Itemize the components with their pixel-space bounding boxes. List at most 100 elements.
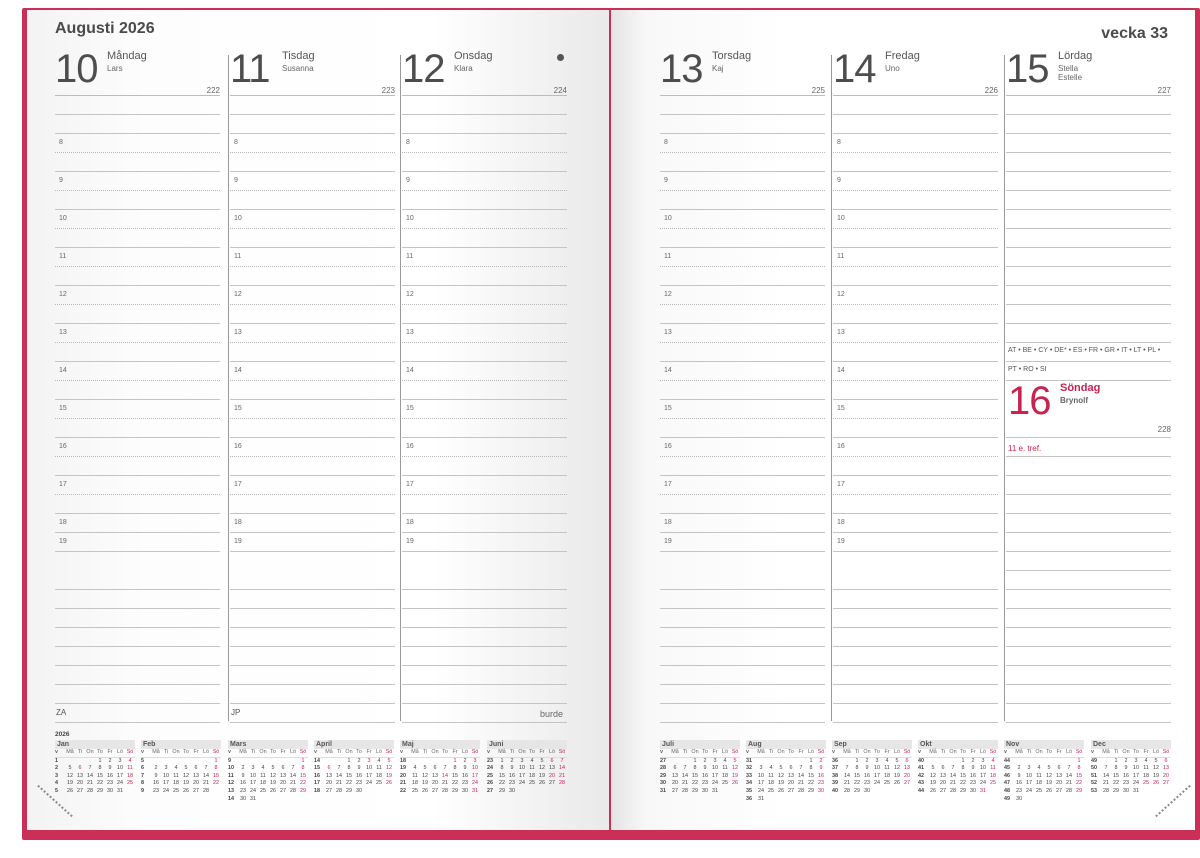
mini-day: 3 bbox=[251, 765, 255, 772]
mini-month: Jan v Må Ti On To Fr Lö Sö 1 1 2 3 4 2 5 6 7 8 9 10 11 3 12 13 14… bbox=[55, 740, 135, 796]
mini-week-row: 52 21 22 23 24 25 26 27 bbox=[1091, 780, 1171, 788]
holiday-countries: AT • BE • CY • DE* • ES • FR • GR • IT •… bbox=[1008, 347, 1161, 354]
weekday-abbrev: Fr bbox=[970, 749, 976, 755]
mini-day: 21 bbox=[87, 780, 93, 787]
week-number: 18 bbox=[314, 787, 320, 794]
ruled-line bbox=[402, 323, 567, 324]
mini-day: 17 bbox=[472, 772, 478, 779]
hour-label: 18 bbox=[234, 519, 242, 526]
mini-day: 11 bbox=[529, 765, 535, 772]
week-number: 2 bbox=[55, 765, 58, 772]
hour-label: 11 bbox=[837, 253, 845, 260]
mini-day: 9 bbox=[1124, 765, 1128, 772]
weekday-abbrev: v bbox=[1091, 749, 1094, 755]
mini-day: 5 bbox=[184, 765, 188, 772]
mini-day: 11 bbox=[376, 765, 382, 772]
mini-week-row: 33 10 11 12 13 14 15 16 bbox=[746, 773, 826, 781]
mini-day: 13 bbox=[280, 772, 286, 779]
week-number: 49 bbox=[1091, 757, 1097, 764]
mini-week-row: 27 1 2 3 4 5 bbox=[660, 758, 740, 766]
mini-day: 23 bbox=[240, 787, 246, 794]
mini-day bbox=[151, 758, 161, 766]
week-number: 48 bbox=[1004, 787, 1010, 794]
timezone-label: JP bbox=[231, 708, 241, 717]
mini-day: 25 bbox=[990, 780, 996, 787]
ruled-line bbox=[402, 95, 567, 96]
ruled-line bbox=[833, 513, 998, 514]
mini-day: 21 bbox=[1103, 780, 1109, 787]
mini-day: 1 bbox=[98, 757, 102, 764]
mini-week-row: 19 4 5 6 7 8 9 10 bbox=[400, 765, 480, 773]
mini-day bbox=[1161, 788, 1171, 796]
weekday-abbrev: v bbox=[1004, 749, 1007, 755]
mini-day bbox=[842, 758, 852, 766]
mini-day: 4 bbox=[769, 765, 773, 772]
mini-day: 23 bbox=[818, 780, 824, 787]
hour-label: 11 bbox=[664, 253, 672, 260]
weekday-abbrev: Lö bbox=[894, 749, 900, 755]
day-of-year: 224 bbox=[553, 86, 567, 95]
mini-day: 2 bbox=[241, 765, 245, 772]
mini-month-name: Mars bbox=[228, 740, 308, 749]
ruled-line bbox=[55, 703, 220, 704]
ruled-line bbox=[402, 494, 567, 495]
mini-day: 22 bbox=[499, 780, 505, 787]
mini-day: 27 bbox=[940, 787, 946, 794]
mini-day: 2 bbox=[108, 757, 112, 764]
ruled-line bbox=[833, 494, 998, 495]
mini-day bbox=[1024, 796, 1034, 804]
mini-day: 11 bbox=[884, 765, 890, 772]
mini-day: 24 bbox=[519, 780, 525, 787]
day-number: 12 bbox=[402, 47, 445, 91]
mini-day: 16 bbox=[509, 772, 515, 779]
hour-label: 13 bbox=[234, 329, 242, 336]
week-number: 27 bbox=[487, 787, 493, 794]
day-number: 11 bbox=[230, 47, 271, 91]
mini-week-row: 44 1 bbox=[1004, 758, 1084, 766]
mini-day bbox=[258, 758, 268, 766]
ruled-line bbox=[660, 304, 825, 305]
mini-day: 5 bbox=[931, 765, 935, 772]
ruled-line bbox=[55, 665, 220, 666]
mini-day: 2 bbox=[463, 757, 467, 764]
ruled-line bbox=[1006, 437, 1171, 438]
mini-day: 17 bbox=[117, 772, 123, 779]
ruled-line bbox=[1006, 513, 1171, 514]
ruled-line bbox=[402, 342, 567, 343]
ruled-line bbox=[402, 475, 567, 476]
mini-day bbox=[191, 758, 201, 766]
weekday-abbrev: Fr bbox=[280, 749, 286, 755]
mini-day: 19 bbox=[732, 772, 738, 779]
mini-day bbox=[720, 788, 730, 796]
mini-day: 23 bbox=[702, 780, 708, 787]
day-number: 10 bbox=[55, 47, 98, 91]
mini-day: 24 bbox=[250, 787, 256, 794]
hour-label: 14 bbox=[59, 367, 67, 374]
mini-day: 14 bbox=[798, 772, 804, 779]
mini-day: 12 bbox=[386, 765, 392, 772]
mini-day: 6 bbox=[550, 757, 554, 764]
weekday-abbrev: On bbox=[691, 749, 699, 755]
weekday-abbrev: Må bbox=[325, 749, 333, 755]
ruled-line bbox=[660, 133, 825, 134]
mini-day: 29 bbox=[300, 787, 306, 794]
mini-day bbox=[1044, 758, 1054, 766]
hour-label: 16 bbox=[406, 443, 414, 450]
mini-day: 7 bbox=[443, 765, 447, 772]
ruled-line bbox=[55, 456, 220, 457]
mini-day: 26 bbox=[67, 787, 73, 794]
ruled-line bbox=[660, 646, 825, 647]
mini-day bbox=[211, 788, 221, 796]
mini-day bbox=[988, 788, 998, 796]
ruled-line bbox=[402, 380, 567, 381]
mini-day: 7 bbox=[1067, 765, 1071, 772]
ruled-line bbox=[1006, 703, 1171, 704]
mini-week-row: 28 6 7 8 9 10 11 12 bbox=[660, 765, 740, 773]
hour-label: 9 bbox=[837, 177, 841, 184]
mini-week-row: 48 23 24 25 26 27 28 29 bbox=[1004, 788, 1084, 796]
mini-day bbox=[1064, 796, 1074, 804]
mini-day: 13 bbox=[1163, 765, 1169, 772]
weekday-label: Onsdag bbox=[454, 50, 493, 62]
mini-day: 20 bbox=[1163, 772, 1169, 779]
